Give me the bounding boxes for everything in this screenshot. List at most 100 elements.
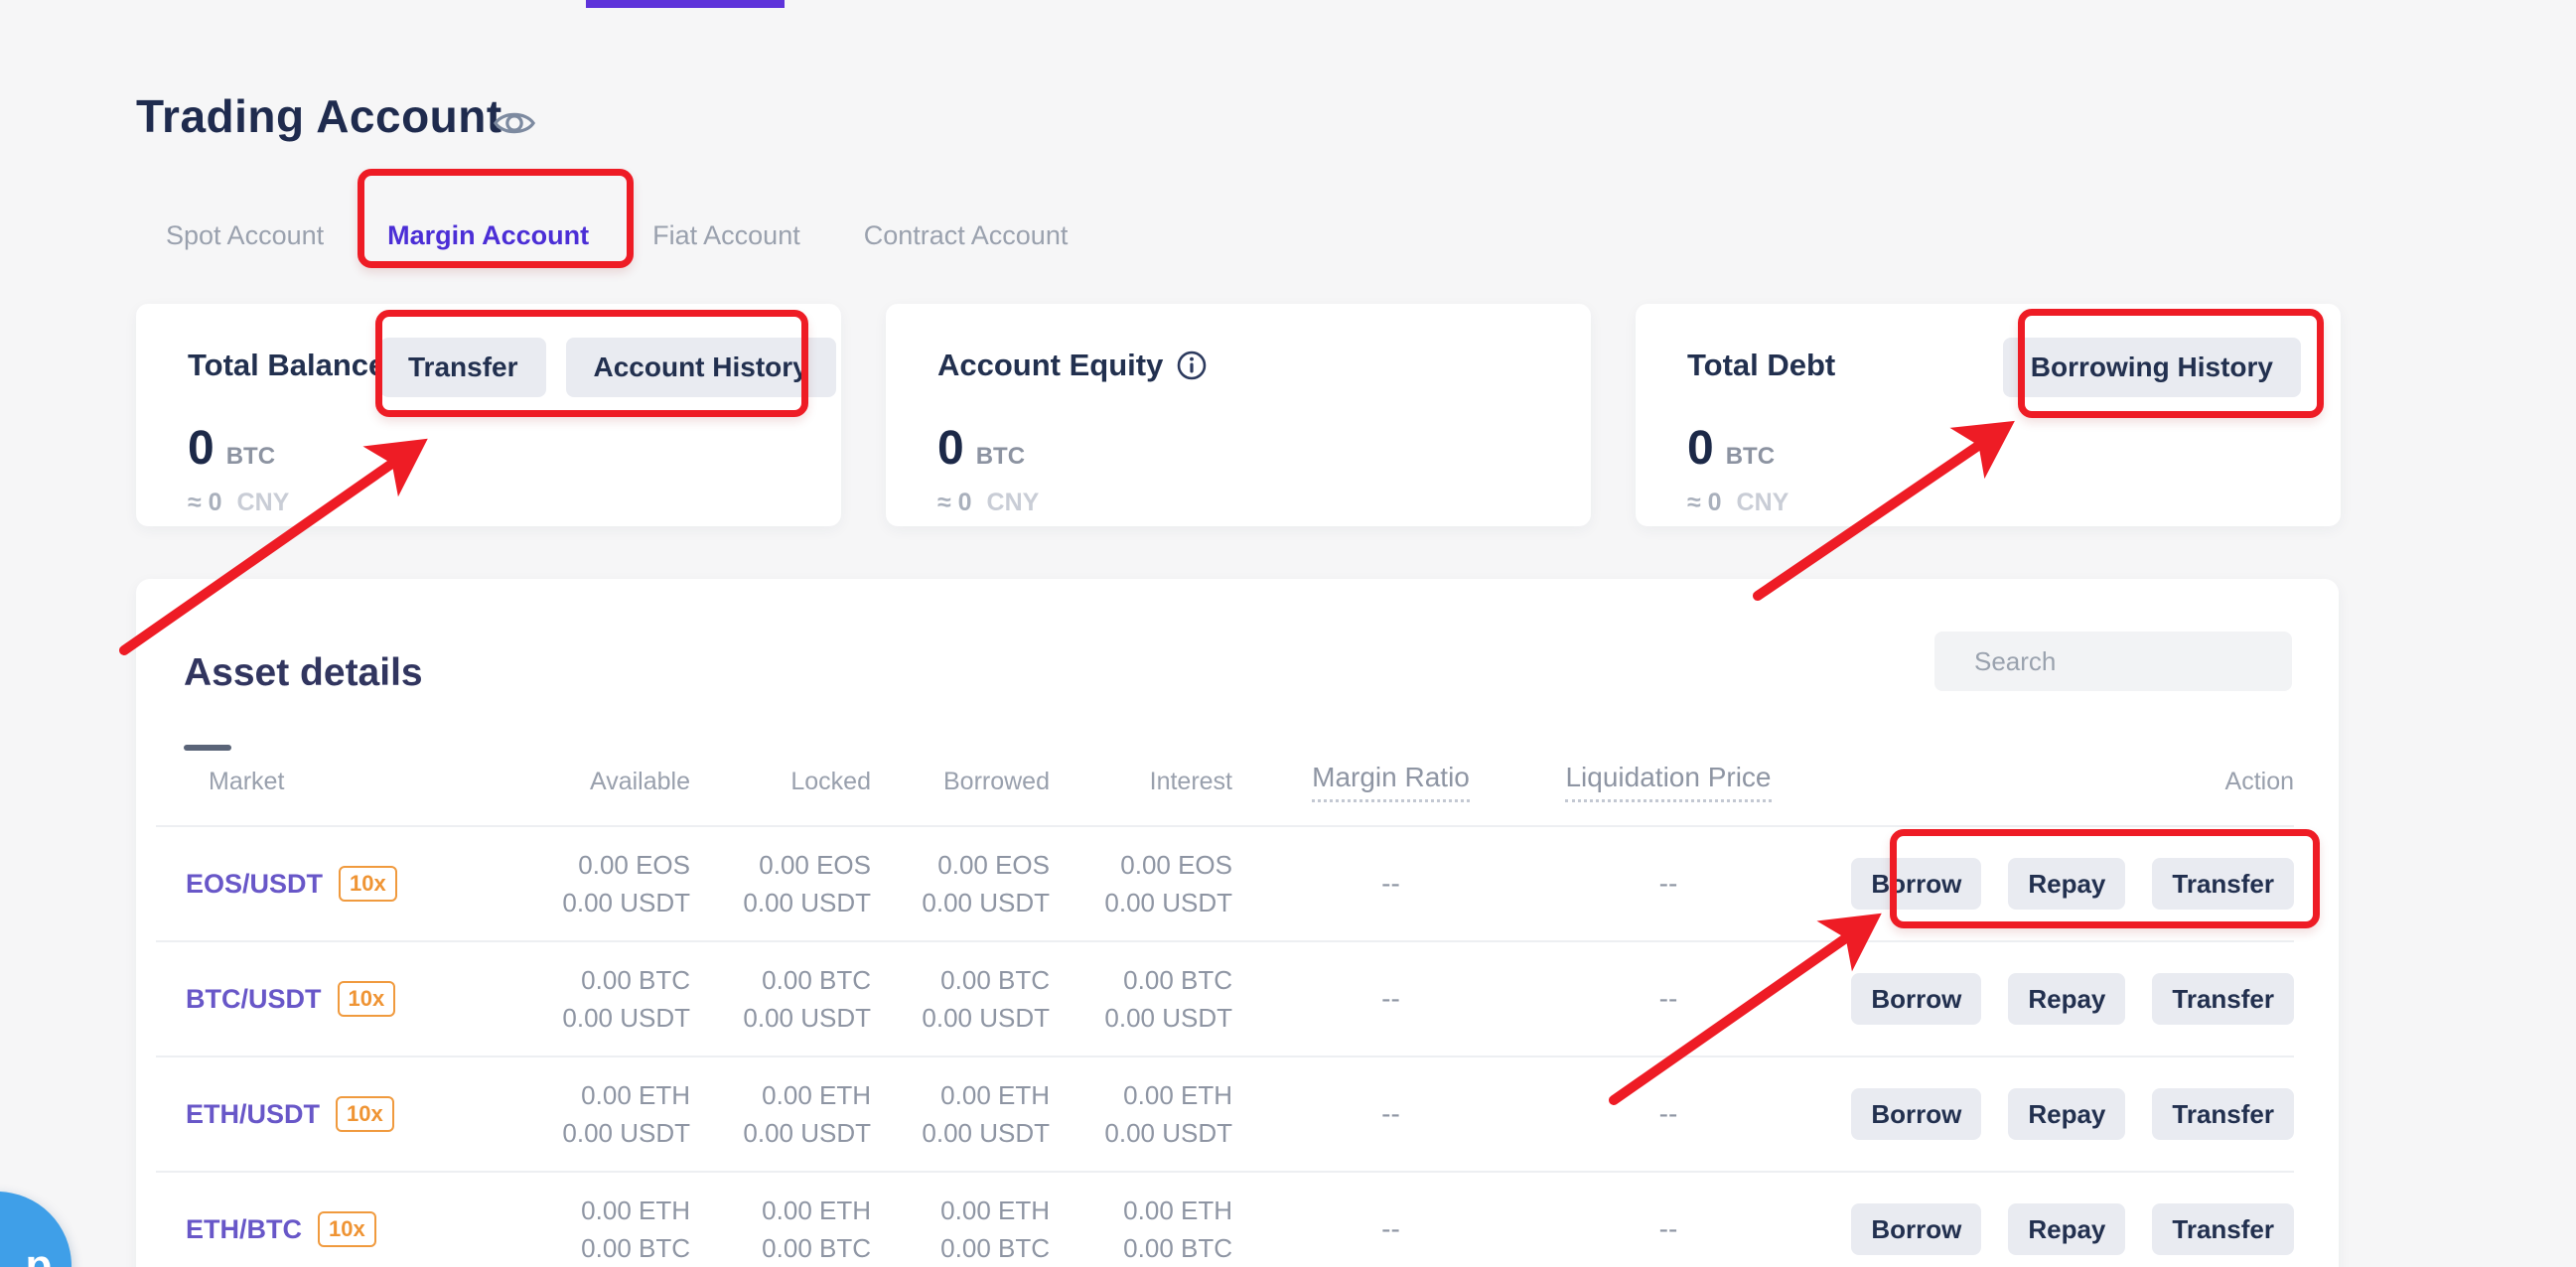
margin-ratio-value: -- xyxy=(1381,1098,1400,1129)
interest-value: 0.00 EOS xyxy=(1120,850,1232,880)
account-equity-unit: BTC xyxy=(975,443,1026,470)
total-balance-card: Total Balance Transfer Account History 0… xyxy=(136,304,841,526)
column-header-available: Available xyxy=(589,767,690,795)
borrowing-history-button[interactable]: Borrowing History xyxy=(2002,338,2301,397)
table-header-row: Market Available Locked Borrowed Interes… xyxy=(156,746,2294,817)
total-debt-approx-unit: CNY xyxy=(1736,489,1789,516)
column-header-liquidation-price[interactable]: Liquidation Price xyxy=(1565,762,1772,802)
interest-value: 0.00 BTC xyxy=(1123,965,1232,995)
repay-button[interactable]: Repay xyxy=(2008,858,2126,910)
repay-button[interactable]: Repay xyxy=(2008,973,2126,1025)
account-history-button[interactable]: Account History xyxy=(565,338,836,397)
account-equity-card: Account Equity 0 BTC ≈ 0 CNY xyxy=(886,304,1591,526)
repay-button[interactable]: Repay xyxy=(2008,1088,2126,1140)
margin-ratio-value: -- xyxy=(1381,983,1400,1014)
borrowed-value: 0.00 ETH xyxy=(940,1196,1050,1225)
transfer-button[interactable]: Transfer xyxy=(2152,858,2294,910)
total-debt-approx: ≈ 0 xyxy=(1687,489,1722,516)
info-icon[interactable] xyxy=(1177,351,1207,380)
column-header-action: Action xyxy=(2224,767,2294,795)
available-value: 0.00 USDT xyxy=(562,888,690,917)
locked-value: 0.00 ETH xyxy=(762,1080,871,1110)
available-value: 0.00 EOS xyxy=(578,850,690,880)
asset-details-underline xyxy=(184,745,231,751)
account-equity-approx-unit: CNY xyxy=(986,489,1040,516)
transfer-button[interactable]: Transfer xyxy=(2152,1088,2294,1140)
total-debt-card: Total Debt Borrowing History 0 BTC ≈ 0 C… xyxy=(1636,304,2341,526)
tab-spot-account[interactable]: Spot Account xyxy=(166,220,325,250)
total-balance-approx: ≈ 0 xyxy=(188,489,222,516)
transfer-button[interactable]: Transfer xyxy=(2152,1203,2294,1255)
available-value: 0.00 USDT xyxy=(562,1003,690,1033)
asset-details-heading: Asset details xyxy=(184,651,423,694)
available-value: 0.00 ETH xyxy=(581,1196,690,1225)
account-equity-amount: 0 xyxy=(937,422,964,475)
help-chat-label: p xyxy=(25,1241,53,1267)
transfer-button[interactable]: Transfer xyxy=(380,338,546,397)
borrow-button[interactable]: Borrow xyxy=(1851,973,1982,1025)
locked-value: 0.00 USDT xyxy=(743,1003,871,1033)
interest-value: 0.00 USDT xyxy=(1104,1003,1232,1033)
tab-fiat-account[interactable]: Fiat Account xyxy=(652,220,800,250)
borrowed-value: 0.00 BTC xyxy=(940,1233,1050,1263)
leverage-badge: 10x xyxy=(336,1096,394,1132)
liquidation-price-value: -- xyxy=(1658,1098,1678,1129)
available-value: 0.00 BTC xyxy=(581,1233,690,1263)
page-title: Trading Account xyxy=(136,90,502,142)
repay-button[interactable]: Repay xyxy=(2008,1203,2126,1255)
tab-margin-account[interactable]: Margin Account xyxy=(387,220,590,250)
interest-value: 0.00 ETH xyxy=(1123,1080,1232,1110)
total-debt-unit: BTC xyxy=(1725,443,1776,470)
column-header-margin-ratio[interactable]: Margin Ratio xyxy=(1312,762,1470,802)
borrow-button[interactable]: Borrow xyxy=(1851,858,1982,910)
locked-value: 0.00 BTC xyxy=(762,1233,871,1263)
total-debt-amount: 0 xyxy=(1687,422,1714,475)
top-nav-active-indicator xyxy=(586,0,785,8)
locked-value: 0.00 EOS xyxy=(759,850,871,880)
borrow-button[interactable]: Borrow xyxy=(1851,1203,1982,1255)
total-balance-label: Total Balance xyxy=(188,348,386,382)
available-value: 0.00 USDT xyxy=(562,1118,690,1148)
total-debt-label: Total Debt xyxy=(1687,348,1836,382)
table-row: ETH/BTC 10x 0.00 ETH 0.00 BTC 0.00 ETH 0.0… xyxy=(156,1171,2294,1267)
column-header-interest: Interest xyxy=(1149,767,1232,795)
leverage-badge: 10x xyxy=(339,866,397,902)
table-row: BTC/USDT 10x 0.00 BTC 0.00 USDT 0.00 BTC 0… xyxy=(156,940,2294,1056)
market-link-eos-usdt[interactable]: EOS/USDT xyxy=(186,868,324,899)
eye-icon[interactable] xyxy=(494,105,535,141)
liquidation-price-value: -- xyxy=(1658,868,1678,899)
market-link-btc-usdt[interactable]: BTC/USDT xyxy=(186,983,322,1014)
total-balance-amount: 0 xyxy=(188,422,215,475)
total-balance-approx-unit: CNY xyxy=(236,489,290,516)
column-header-locked: Locked xyxy=(790,767,871,795)
borrowed-value: 0.00 EOS xyxy=(937,850,1050,880)
margin-ratio-value: -- xyxy=(1381,868,1400,899)
account-tabs: Spot Account Margin Account Fiat Account… xyxy=(166,214,1068,257)
liquidation-price-value: -- xyxy=(1658,1213,1678,1244)
table-row: EOS/USDT 10x 0.00 EOS 0.00 USDT 0.00 EOS 0… xyxy=(156,825,2294,940)
transfer-button[interactable]: Transfer xyxy=(2152,973,2294,1025)
borrowed-value: 0.00 ETH xyxy=(940,1080,1050,1110)
account-equity-approx: ≈ 0 xyxy=(937,489,972,516)
leverage-badge: 10x xyxy=(337,981,396,1017)
locked-value: 0.00 USDT xyxy=(743,1118,871,1148)
borrowed-value: 0.00 USDT xyxy=(922,888,1050,917)
borrow-button[interactable]: Borrow xyxy=(1851,1088,1982,1140)
tab-contract-account[interactable]: Contract Account xyxy=(863,220,1069,250)
market-link-eth-usdt[interactable]: ETH/USDT xyxy=(186,1098,320,1129)
search-input[interactable] xyxy=(1934,632,2292,691)
help-chat-bubble[interactable]: p xyxy=(0,1192,72,1267)
available-value: 0.00 BTC xyxy=(581,965,690,995)
table-row: ETH/USDT 10x 0.00 ETH 0.00 USDT 0.00 ETH 0… xyxy=(156,1056,2294,1171)
interest-value: 0.00 ETH xyxy=(1123,1196,1232,1225)
column-header-borrowed: Borrowed xyxy=(943,767,1050,795)
locked-value: 0.00 ETH xyxy=(762,1196,871,1225)
column-header-market: Market xyxy=(209,767,285,795)
locked-value: 0.00 USDT xyxy=(743,888,871,917)
market-link-eth-btc[interactable]: ETH/BTC xyxy=(186,1213,302,1244)
borrowed-value: 0.00 BTC xyxy=(940,965,1050,995)
interest-value: 0.00 USDT xyxy=(1104,888,1232,917)
total-balance-unit: BTC xyxy=(225,443,276,470)
interest-value: 0.00 USDT xyxy=(1104,1118,1232,1148)
